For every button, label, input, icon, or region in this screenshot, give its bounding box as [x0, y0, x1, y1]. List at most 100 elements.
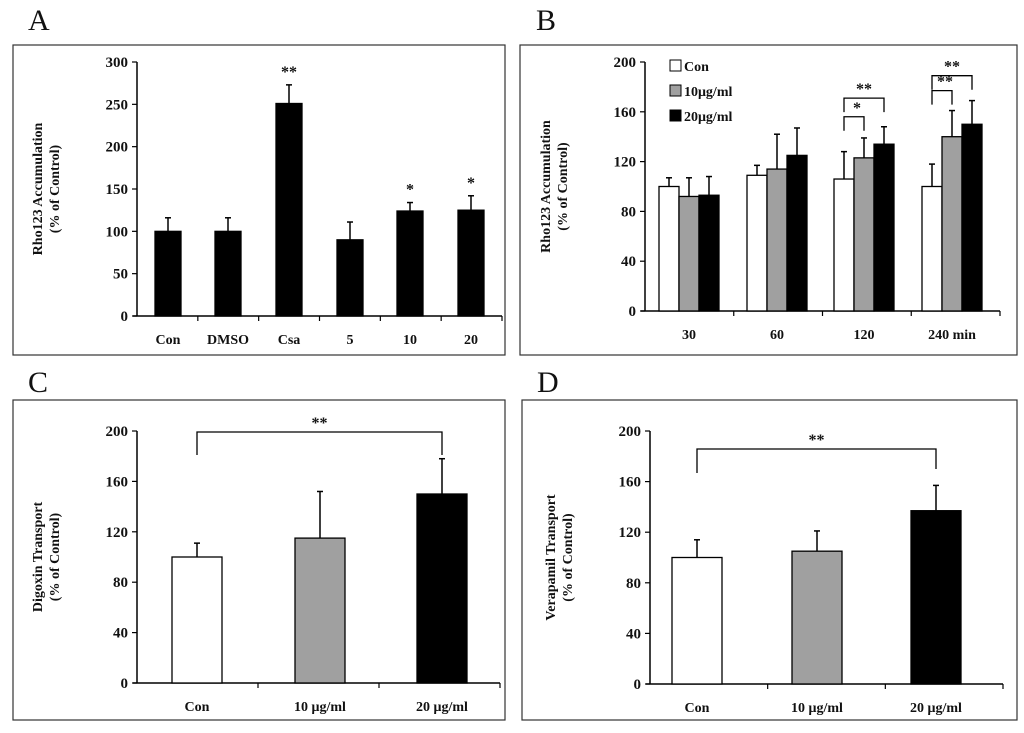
panel-b-y-tick-label: 80 — [621, 204, 636, 220]
panel-b-bar — [873, 143, 895, 312]
panel-c-y-tick-label: 0 — [121, 676, 129, 692]
panel-c-bar — [416, 493, 468, 684]
panel-a-y-tick-label: 0 — [121, 309, 129, 325]
panel-b-x-tick-label: 120 — [854, 328, 875, 343]
panel-a-frame — [12, 44, 506, 356]
panel-c-y-tick-label: 40 — [113, 626, 128, 642]
panel-d-y-tick-label: 80 — [626, 576, 641, 592]
panel-a-y-tick-label: 100 — [106, 224, 129, 240]
panel-b-significance-label: ** — [856, 81, 872, 98]
panel-label-a: A — [28, 4, 50, 37]
panel-a-y-tick-label: 250 — [106, 97, 129, 113]
panel-d-x-tick-label: 20 μg/ml — [910, 701, 962, 716]
panel-c-x-tick-label: Con — [185, 700, 210, 715]
panel-c-significance-label: ** — [312, 415, 328, 432]
panel-d-x-tick-label: Con — [685, 701, 710, 716]
panel-a-y-tick-label: 200 — [106, 140, 129, 156]
panel-c-significance-bracket — [196, 431, 443, 455]
panel-b-bar — [961, 123, 983, 312]
panel-b-legend-swatch — [669, 109, 682, 122]
panel-c-y-tick-label: 200 — [106, 424, 129, 440]
panel-a-bar — [275, 102, 303, 317]
panel-a-x-tick-label: Csa — [278, 333, 301, 348]
panel-label-c: C — [28, 366, 49, 399]
panel-label-b: B — [536, 4, 557, 37]
panel-a-x-tick-label: 5 — [347, 333, 354, 348]
panel-b-significance-label: ** — [937, 74, 953, 91]
panel-d-significance-label: ** — [809, 432, 825, 449]
panel-c-bar — [294, 537, 346, 684]
panel-b-significance-bracket — [931, 75, 973, 90]
panel-a-bar — [336, 239, 364, 317]
panel-b-y-axis-label: Rho123 Accumulation — [539, 120, 554, 253]
panel-b-legend-label: 20μg/ml — [684, 110, 732, 125]
panel-b-y-tick-label: 200 — [614, 55, 637, 71]
panel-d-y-tick-label: 160 — [619, 475, 642, 491]
panel-b-legend-label: 10μg/ml — [684, 85, 732, 100]
panel-b-bar — [766, 168, 788, 312]
panel-c-frame — [12, 399, 506, 721]
panel-a-significance-label: * — [406, 182, 414, 199]
panel-b-y-tick-label: 160 — [614, 105, 637, 121]
panel-b-bar — [941, 136, 963, 312]
panel-a-bar — [396, 210, 424, 317]
panel-d-y-tick-label: 0 — [634, 677, 642, 693]
panel-d-y-axis-label: (% of Control) — [561, 513, 576, 602]
panel-a-y-tick-label: 50 — [113, 267, 128, 283]
panel-a-bar — [154, 230, 182, 317]
panel-c-y-tick-label: 120 — [106, 525, 129, 541]
panel-b-significance-bracket — [843, 97, 885, 113]
panel-a-x-tick-label: 20 — [464, 333, 478, 348]
panel-b-significance-label: ** — [944, 59, 960, 76]
panel-label-d: D — [537, 366, 559, 399]
panel-b-y-tick-label: 120 — [614, 155, 637, 171]
panel-b-y-tick-label: 0 — [629, 304, 637, 320]
panel-d-significance-bracket — [696, 448, 937, 473]
panel-b-bar — [853, 157, 875, 312]
panel-d-y-tick-label: 40 — [626, 626, 641, 642]
panel-c-x-tick-label: 10 μg/ml — [294, 700, 346, 715]
panel-b-significance-label: * — [853, 100, 861, 117]
panel-b-bar — [698, 194, 720, 312]
panel-b-significance-bracket — [843, 116, 865, 131]
panel-c-y-axis-label: Digoxin Transport — [31, 502, 46, 613]
panel-a-bar — [214, 230, 242, 317]
panel-c-y-axis-label: (% of Control) — [48, 512, 63, 601]
panel-b-y-axis-label: (% of Control) — [556, 142, 571, 231]
panel-d-frame — [521, 399, 1018, 721]
panel-b-frame — [519, 44, 1018, 356]
panel-c-y-tick-label: 160 — [106, 474, 129, 490]
panel-a-y-tick-label: 150 — [106, 182, 129, 198]
panel-a-y-tick-label: 300 — [106, 55, 129, 71]
panel-a-x-tick-label: Con — [156, 333, 181, 348]
panel-a-y-axis-label: Rho123 Accumulation — [31, 122, 46, 255]
panel-b-legend-label: Con — [684, 60, 709, 75]
panel-d-bar — [671, 556, 723, 685]
panel-a-x-tick-label: DMSO — [207, 333, 249, 348]
panel-c-x-tick-label: 20 μg/ml — [416, 700, 468, 715]
panel-a-x-tick-label: 10 — [403, 333, 417, 348]
panel-d-y-tick-label: 200 — [619, 424, 642, 440]
panel-b-bar — [658, 185, 680, 312]
panel-a-bar — [457, 209, 485, 317]
panel-b-significance-bracket — [931, 89, 953, 105]
panel-b-bar — [678, 195, 700, 312]
panel-b-x-tick-label: 60 — [770, 328, 784, 343]
panel-d-bar — [910, 510, 962, 685]
panel-b-legend-swatch — [669, 59, 682, 72]
panel-b-x-tick-label: 240 min — [928, 328, 976, 343]
panel-c-bar — [171, 556, 223, 684]
panel-b-y-tick-label: 40 — [621, 254, 636, 270]
panel-b-bar — [833, 178, 855, 312]
panel-d-y-axis-label: Verapamil Transport — [544, 494, 559, 620]
panel-a-significance-label: * — [467, 175, 475, 192]
panel-b-x-tick-label: 30 — [682, 328, 696, 343]
panel-c-y-tick-label: 80 — [113, 575, 128, 591]
panel-b-bar — [746, 174, 768, 312]
panel-a-y-axis-label: (% of Control) — [48, 144, 63, 233]
panel-d-x-tick-label: 10 μg/ml — [791, 701, 843, 716]
panel-b-legend-swatch — [669, 84, 682, 97]
panel-d-bar — [791, 550, 843, 685]
panel-b-bar — [786, 154, 808, 312]
